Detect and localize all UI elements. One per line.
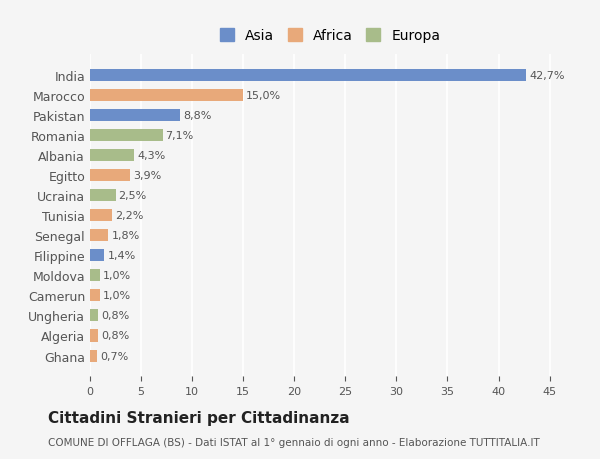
Bar xyxy=(90,70,526,82)
Bar xyxy=(90,110,180,122)
Bar xyxy=(90,310,98,322)
Bar xyxy=(90,210,112,222)
Bar xyxy=(90,190,116,202)
Text: 3,9%: 3,9% xyxy=(133,171,161,181)
Bar xyxy=(90,150,134,162)
Text: 8,8%: 8,8% xyxy=(183,111,211,121)
Bar xyxy=(90,130,163,142)
Bar xyxy=(90,250,104,262)
Bar xyxy=(90,90,243,102)
Text: 7,1%: 7,1% xyxy=(166,131,194,141)
Bar xyxy=(90,330,98,342)
Bar xyxy=(90,230,109,242)
Text: Cittadini Stranieri per Cittadinanza: Cittadini Stranieri per Cittadinanza xyxy=(48,410,350,425)
Text: 2,2%: 2,2% xyxy=(116,211,144,221)
Text: 42,7%: 42,7% xyxy=(529,71,565,81)
Text: 1,0%: 1,0% xyxy=(103,291,131,301)
Text: 0,8%: 0,8% xyxy=(101,311,130,321)
Text: 1,0%: 1,0% xyxy=(103,271,131,281)
Bar xyxy=(90,350,97,362)
Text: 15,0%: 15,0% xyxy=(246,91,281,101)
Text: COMUNE DI OFFLAGA (BS) - Dati ISTAT al 1° gennaio di ogni anno - Elaborazione TU: COMUNE DI OFFLAGA (BS) - Dati ISTAT al 1… xyxy=(48,437,540,447)
Text: 2,5%: 2,5% xyxy=(119,191,147,201)
Bar xyxy=(90,270,100,282)
Bar xyxy=(90,170,130,182)
Text: 1,4%: 1,4% xyxy=(107,251,136,261)
Text: 1,8%: 1,8% xyxy=(112,231,140,241)
Text: 0,8%: 0,8% xyxy=(101,331,130,341)
Bar xyxy=(90,290,100,302)
Legend: Asia, Africa, Europa: Asia, Africa, Europa xyxy=(214,23,446,49)
Text: 4,3%: 4,3% xyxy=(137,151,165,161)
Text: 0,7%: 0,7% xyxy=(100,351,128,361)
